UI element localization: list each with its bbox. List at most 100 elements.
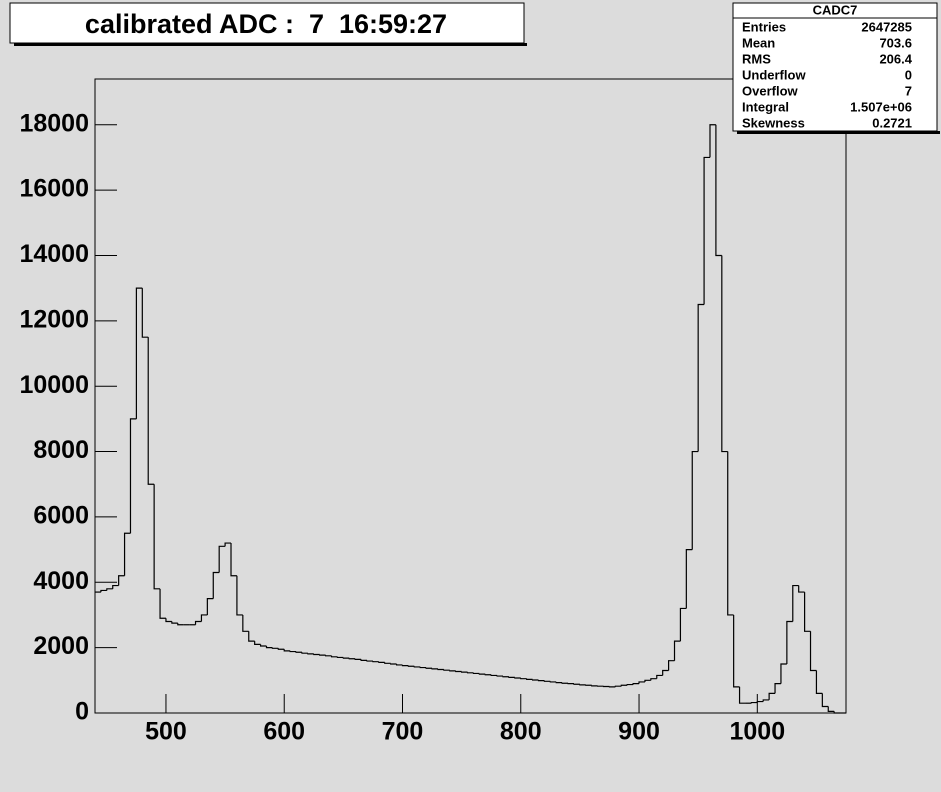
bin [738, 686, 746, 704]
bin [703, 156, 710, 305]
bin [118, 575, 125, 586]
stat-key: Overflow [742, 83, 799, 98]
bin [762, 699, 770, 702]
bin [632, 682, 640, 685]
bin [685, 548, 693, 609]
bin [147, 337, 155, 485]
bin [549, 681, 557, 683]
x-tick-label: 1000 [729, 718, 785, 746]
y-tick-label: 14000 [19, 240, 89, 268]
bin [129, 418, 137, 534]
bin [325, 655, 332, 657]
bin [591, 685, 598, 687]
stat-key: RMS [742, 51, 771, 66]
stat-key: Entries [742, 19, 786, 34]
bin [407, 665, 415, 667]
stat-key: Integral [742, 99, 789, 114]
bin [112, 584, 119, 589]
bin [833, 711, 841, 714]
stat-value: 0 [905, 67, 912, 82]
bin [431, 668, 438, 670]
bin [650, 678, 657, 681]
y-tick-label: 12000 [19, 305, 89, 333]
bin [827, 706, 835, 712]
y-tick-label: 2000 [33, 632, 89, 660]
title-shadow [14, 43, 527, 46]
bin [472, 672, 480, 675]
bin [277, 648, 285, 650]
bin [236, 575, 243, 616]
bin [768, 692, 776, 700]
bin [792, 584, 799, 622]
bin [673, 640, 681, 661]
bin [727, 451, 734, 616]
bin [265, 646, 273, 649]
y-tick-label: 0 [75, 698, 89, 726]
bin [531, 679, 539, 681]
bin [561, 682, 569, 684]
bin [786, 620, 793, 664]
bin [348, 658, 356, 660]
bin [354, 658, 362, 661]
bin [224, 542, 232, 547]
bin [709, 124, 716, 158]
bin [478, 673, 486, 675]
bin [733, 614, 740, 688]
bin [620, 684, 628, 687]
bin [271, 647, 279, 649]
stats-shadow [737, 131, 940, 134]
bin [484, 674, 492, 676]
bin [378, 661, 385, 663]
bin [194, 620, 202, 625]
bin [390, 663, 397, 665]
bin [307, 653, 314, 655]
bin [301, 652, 308, 654]
bin [756, 700, 764, 703]
bin [691, 450, 699, 550]
stats-rows: Entries 2647285 Mean 703.6 RMS 206.4 Underflow… [742, 19, 913, 130]
bin [289, 650, 297, 653]
y-tick-label: 8000 [33, 436, 89, 464]
stat-key: Underflow [742, 67, 806, 82]
plot: 0 2000 4000 6000 8000 10000 12000 14000 16000 180… [19, 109, 846, 746]
bin [336, 656, 344, 659]
bin [461, 671, 468, 673]
bin [319, 654, 326, 656]
bin [123, 532, 131, 576]
bin [455, 670, 462, 673]
bin [715, 124, 722, 257]
bin [656, 674, 663, 679]
bin [667, 660, 675, 671]
bin [466, 672, 474, 674]
bin [809, 631, 817, 672]
bin [165, 618, 172, 623]
bin [821, 693, 829, 708]
bin [218, 545, 226, 573]
bin [555, 681, 563, 684]
bin [520, 678, 527, 680]
bin [283, 649, 291, 652]
stat-value: 7 [905, 83, 912, 98]
y-tick-label: 6000 [33, 502, 89, 530]
bin [697, 303, 705, 452]
x-tick-label: 900 [618, 718, 660, 746]
bin [395, 663, 403, 666]
bin [614, 685, 622, 687]
bin [384, 662, 391, 664]
bin [804, 592, 811, 632]
bin [200, 614, 208, 622]
bin [443, 669, 450, 671]
bin [171, 621, 178, 624]
bin [815, 670, 823, 694]
bin [573, 683, 580, 685]
bin [401, 664, 409, 667]
bin [254, 641, 261, 645]
bin [413, 666, 421, 668]
stat-value: 1.507e+06 [850, 99, 912, 114]
bin [514, 677, 521, 679]
y-tick-label: 18000 [19, 109, 89, 137]
bin [490, 674, 498, 677]
y-tick-label: 4000 [33, 567, 89, 595]
bin [242, 614, 249, 632]
stat-value: 206.4 [879, 51, 912, 66]
